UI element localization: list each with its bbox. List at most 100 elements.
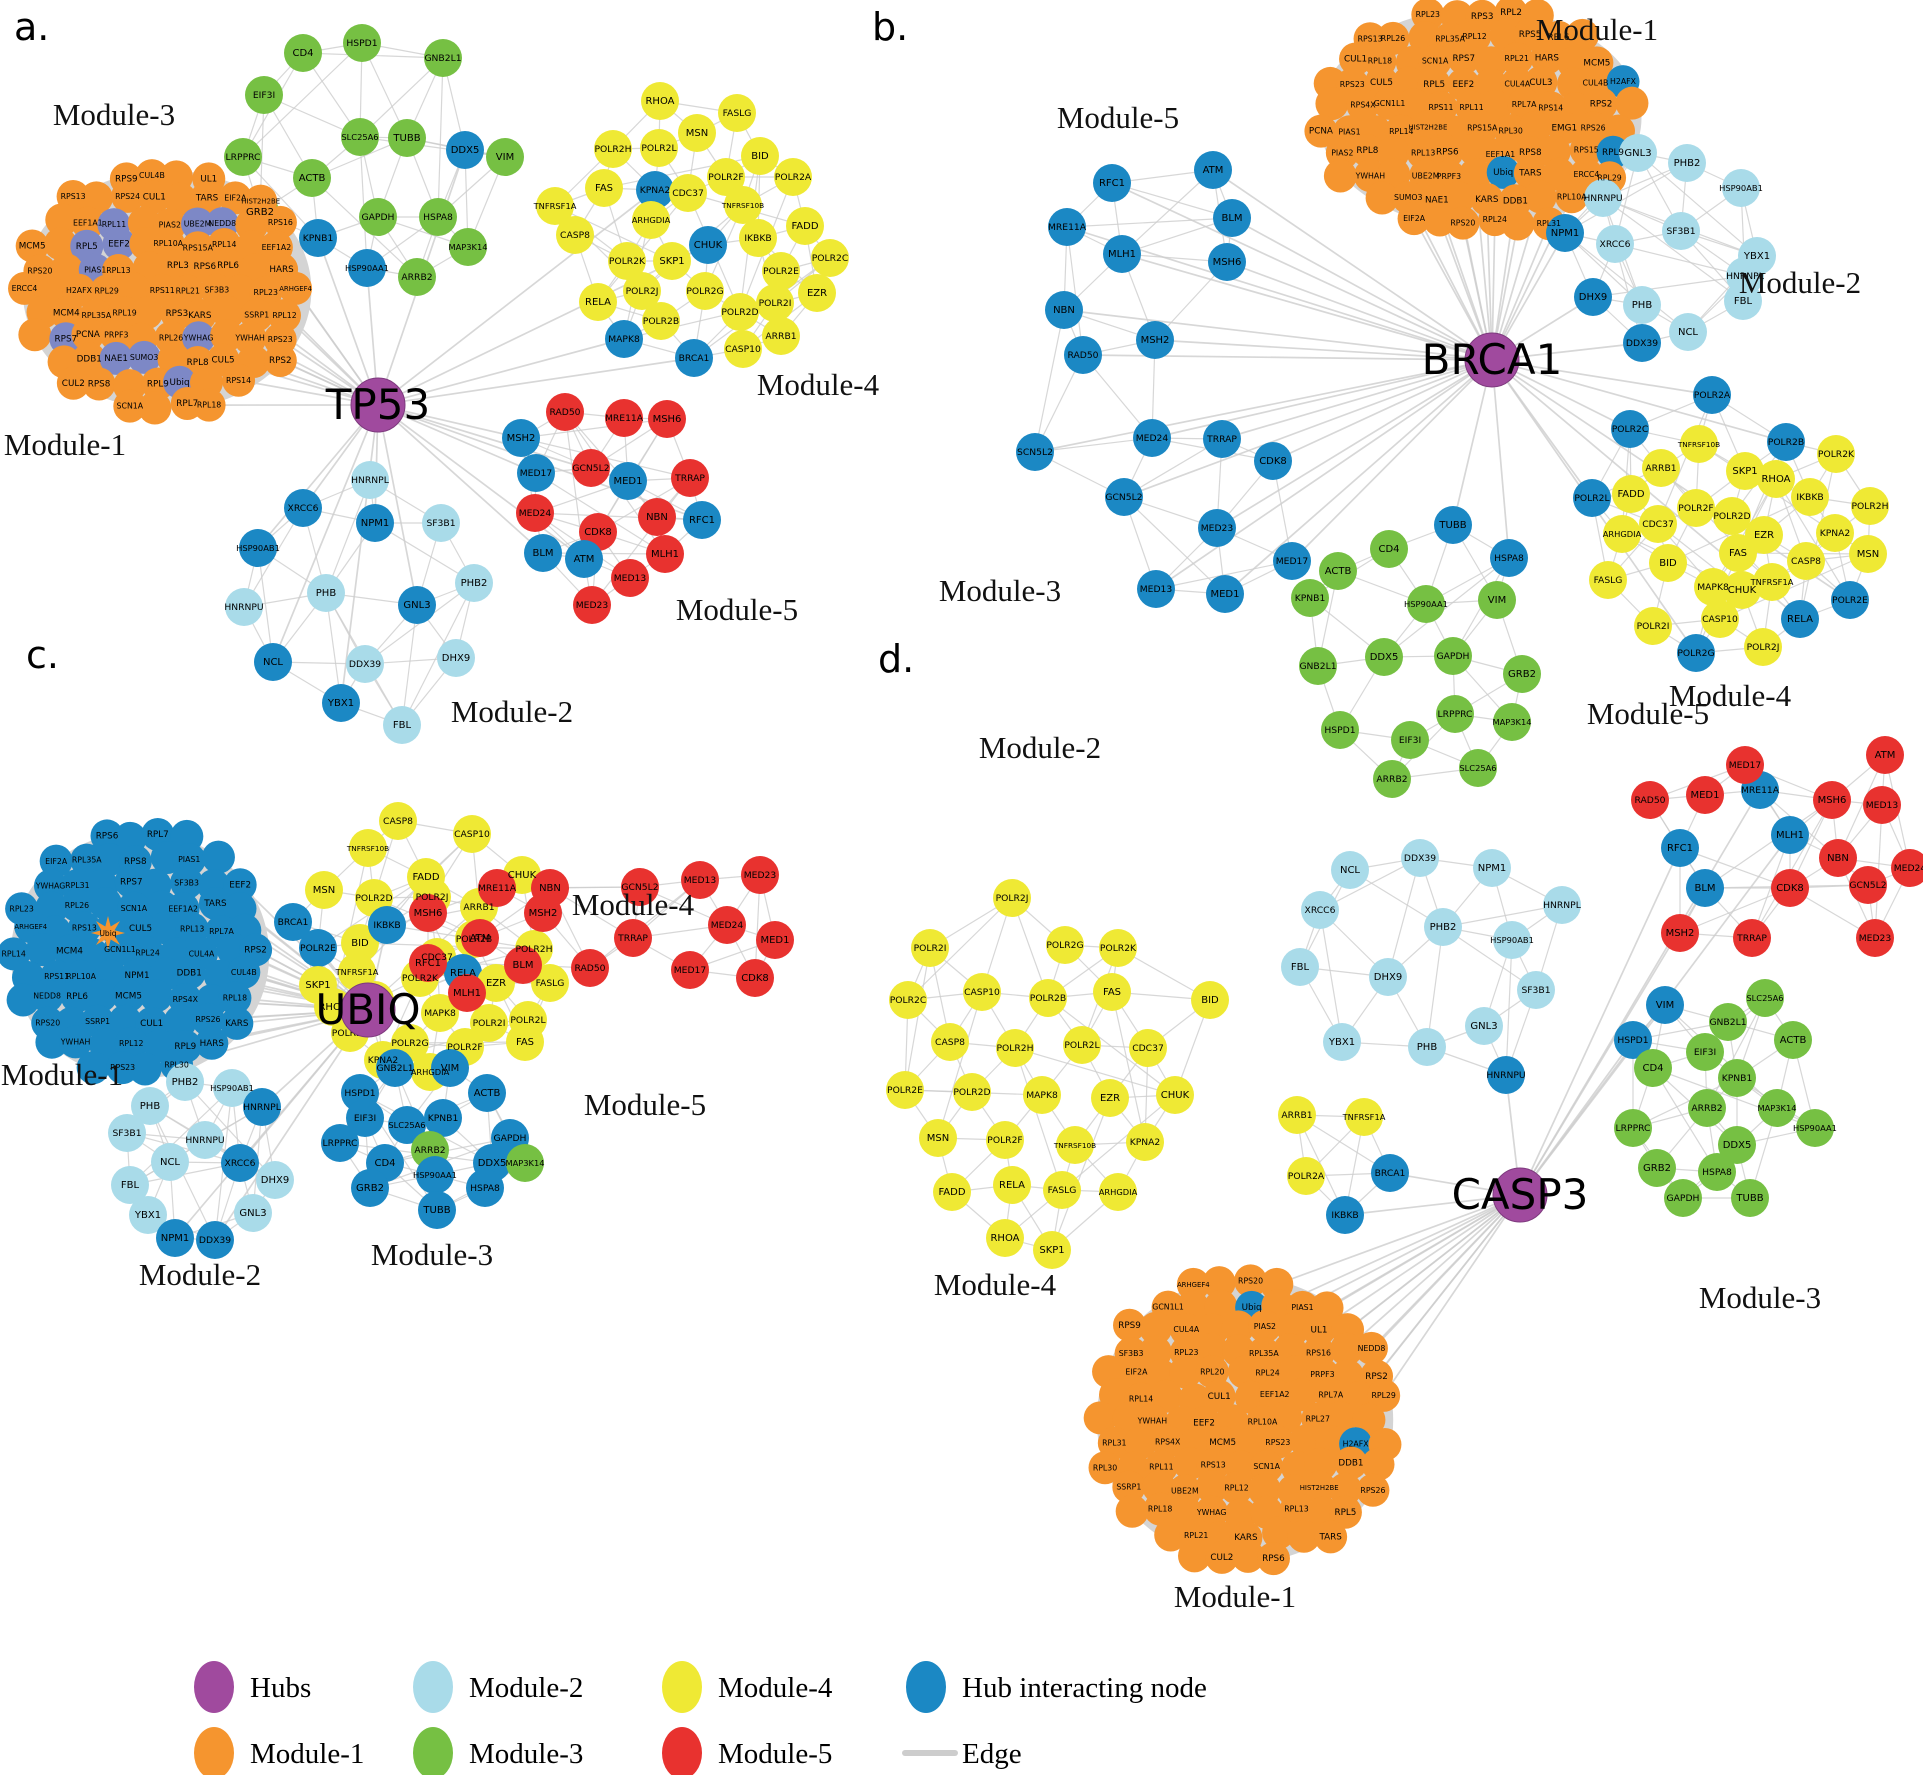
node-LRPPRC[interactable]: [321, 1124, 359, 1162]
node-SF3B1[interactable]: [108, 1114, 146, 1152]
node-FASLG[interactable]: [531, 964, 569, 1002]
node-RPL10A[interactable]: [1555, 180, 1589, 214]
node-MAP3K14[interactable]: [1493, 703, 1531, 741]
node-ATM[interactable]: [461, 919, 499, 957]
node-NCL[interactable]: [254, 643, 292, 681]
node-EEF1A1[interactable]: [71, 206, 105, 240]
node-FASLG[interactable]: [1589, 561, 1627, 599]
node-ARRB1[interactable]: [1278, 1096, 1316, 1134]
node-RPS2[interactable]: [263, 343, 297, 377]
node-unlabeled[interactable]: [163, 182, 197, 216]
node-TRRAP[interactable]: [671, 459, 709, 497]
node-NBN[interactable]: [638, 498, 676, 536]
node-FBL[interactable]: [1281, 948, 1319, 986]
node-GNL3[interactable]: [398, 586, 436, 624]
node-unlabeled[interactable]: [35, 1025, 69, 1059]
node-ATM[interactable]: [1194, 151, 1232, 189]
node-MSH6[interactable]: [1208, 243, 1246, 281]
node-CASP8[interactable]: [931, 1023, 969, 1061]
node-SLC25A6[interactable]: [388, 1106, 426, 1144]
node-MCM4[interactable]: [49, 296, 83, 330]
node-RELA[interactable]: [993, 1166, 1031, 1204]
node-KPNB1[interactable]: [299, 219, 337, 257]
hub-CASP3[interactable]: [1492, 1167, 1548, 1223]
node-ARRB2[interactable]: [1688, 1089, 1726, 1127]
node-unlabeled[interactable]: [84, 979, 118, 1013]
node-EIF2A[interactable]: [1397, 202, 1431, 236]
node-RPS20[interactable]: [1234, 1264, 1268, 1298]
node-POLR2C[interactable]: [1611, 410, 1649, 448]
node-MED13[interactable]: [611, 559, 649, 597]
node-unlabeled[interactable]: [1441, 181, 1475, 215]
node-MSH6[interactable]: [648, 400, 686, 438]
node-MLH1[interactable]: [646, 535, 684, 573]
node-ARHGDIA[interactable]: [1099, 1173, 1137, 1211]
node-unlabeled[interactable]: [1458, 133, 1492, 167]
node-CD4[interactable]: [1634, 1049, 1672, 1087]
node-BID[interactable]: [741, 137, 779, 175]
node-CHUK[interactable]: [689, 226, 727, 264]
node-CASP10[interactable]: [1701, 600, 1739, 638]
node-MED17[interactable]: [517, 454, 555, 492]
node-MED1[interactable]: [1686, 776, 1724, 814]
node-POLR2K[interactable]: [1099, 929, 1137, 967]
node-CDK8[interactable]: [1254, 442, 1292, 480]
node-EIF3I[interactable]: [245, 76, 283, 114]
node-RPS14[interactable]: [222, 363, 256, 397]
node-RAD50[interactable]: [1631, 781, 1669, 819]
node-DDX39[interactable]: [196, 1221, 234, 1259]
node-YBX1[interactable]: [322, 684, 360, 722]
node-TUBB[interactable]: [418, 1191, 456, 1229]
node-MED17[interactable]: [671, 951, 709, 989]
node-CASP10[interactable]: [453, 815, 491, 853]
node-DDX5[interactable]: [1718, 1126, 1756, 1164]
node-MED24[interactable]: [516, 494, 554, 532]
node-MSN[interactable]: [305, 871, 343, 909]
node-PHB[interactable]: [131, 1087, 169, 1125]
node-FADD[interactable]: [1612, 475, 1650, 513]
node-POLR2B[interactable]: [1029, 979, 1067, 1017]
node-XRCC6[interactable]: [1301, 891, 1339, 929]
node-MED13[interactable]: [681, 861, 719, 899]
node-TUBB[interactable]: [1434, 506, 1472, 544]
node-PCNA[interactable]: [1304, 114, 1338, 148]
node-HNRNPU[interactable]: [1584, 179, 1622, 217]
node-RPS26[interactable]: [1356, 1473, 1390, 1507]
node-GRB2[interactable]: [351, 1169, 389, 1207]
node-RPL13[interactable]: [1279, 1492, 1313, 1526]
node-unlabeled[interactable]: [128, 1052, 162, 1086]
node-BRCA1[interactable]: [274, 903, 312, 941]
node-unlabeled[interactable]: [1518, 110, 1552, 144]
node-MAPK8[interactable]: [1694, 568, 1732, 606]
node-TNFRSF1A[interactable]: [1753, 563, 1791, 601]
node-EIF3I[interactable]: [1391, 721, 1429, 759]
node-LRPPRC[interactable]: [1436, 695, 1474, 733]
node-unlabeled[interactable]: [1501, 207, 1535, 241]
node-ARHGEF4[interactable]: [279, 271, 313, 305]
node-MED1[interactable]: [1206, 575, 1244, 613]
node-RFC1[interactable]: [1661, 829, 1699, 867]
node-unlabeled[interactable]: [1315, 87, 1349, 121]
node-HSP90AA1[interactable]: [1796, 1109, 1834, 1147]
node-HIST2H2BE[interactable]: [1302, 1470, 1336, 1504]
node-CUL4B[interactable]: [227, 955, 261, 989]
node-HSP90AB1[interactable]: [239, 529, 277, 567]
node-POLR2G[interactable]: [686, 272, 724, 310]
node-POLR2I[interactable]: [1634, 607, 1672, 645]
node-XRCC6[interactable]: [1596, 225, 1634, 263]
node-HSPD1[interactable]: [1614, 1021, 1652, 1059]
node-unlabeled[interactable]: [1115, 1494, 1149, 1528]
node-CDC37[interactable]: [669, 174, 707, 212]
node-SSRP1[interactable]: [1112, 1470, 1146, 1504]
node-MSN[interactable]: [678, 114, 716, 152]
node-MLH1[interactable]: [1103, 235, 1141, 273]
node-TUBB[interactable]: [1731, 1179, 1769, 1217]
node-POLR2D[interactable]: [953, 1073, 991, 1111]
node-unlabeled[interactable]: [149, 911, 183, 945]
node-SCN5L2[interactable]: [1016, 433, 1054, 471]
node-POLR2I[interactable]: [756, 284, 794, 322]
node-MAPK8[interactable]: [421, 994, 459, 1032]
node-MSH2[interactable]: [1661, 914, 1699, 952]
node-MRE11A[interactable]: [478, 869, 516, 907]
node-unlabeled[interactable]: [1262, 1516, 1296, 1550]
